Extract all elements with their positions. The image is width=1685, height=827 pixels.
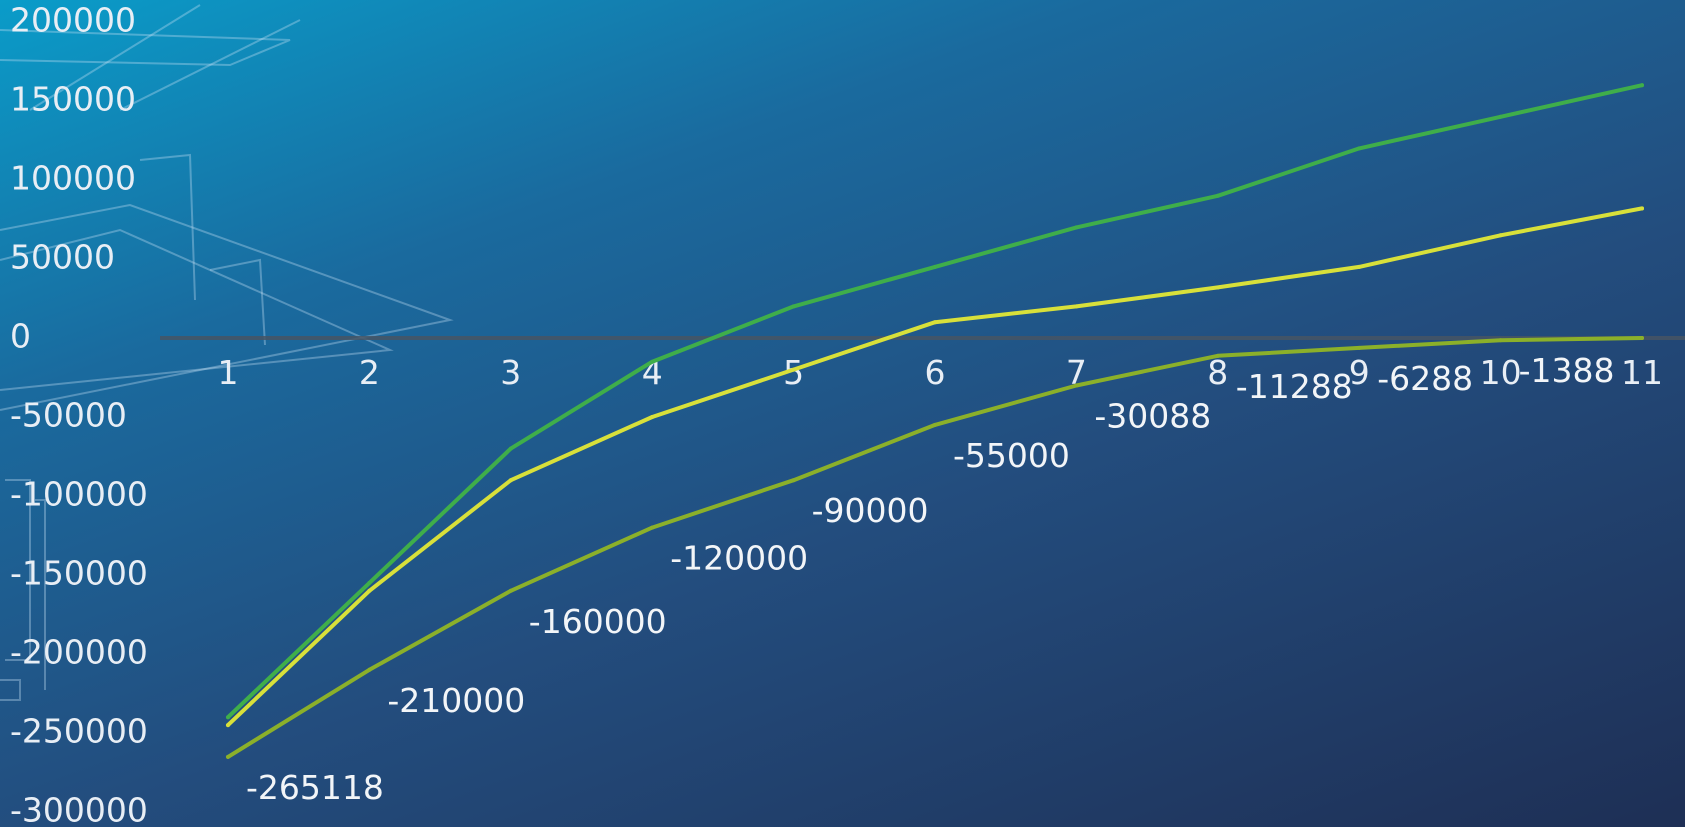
y-tick-label: 0 bbox=[10, 317, 31, 356]
series-1-point bbox=[1215, 193, 1220, 198]
series-3-point bbox=[1215, 353, 1220, 358]
series-2-point bbox=[367, 588, 372, 593]
y-tick-label: -300000 bbox=[10, 791, 148, 827]
x-tick-label: 8 bbox=[1207, 353, 1228, 392]
series-3-point bbox=[1074, 383, 1079, 388]
data-label: -6288 bbox=[1377, 359, 1473, 398]
series-2-point bbox=[1357, 264, 1362, 269]
series-2-point bbox=[650, 415, 655, 419]
background-sketch bbox=[0, 4, 454, 701]
series-1-point bbox=[1498, 114, 1503, 119]
data-label: -11288 bbox=[1236, 367, 1353, 406]
x-tick-label: 11 bbox=[1621, 353, 1663, 392]
y-tick-label: 200000 bbox=[10, 1, 136, 40]
series-line-2 bbox=[226, 206, 1644, 728]
x-tick-label: 1 bbox=[218, 353, 239, 392]
y-tick-label: -200000 bbox=[10, 633, 148, 672]
y-tick-label: 150000 bbox=[10, 80, 136, 119]
x-tick-label: 6 bbox=[925, 353, 946, 392]
x-tick-label: 9 bbox=[1349, 353, 1370, 392]
y-tick-label: 100000 bbox=[10, 159, 136, 198]
series-3-point bbox=[1357, 345, 1362, 350]
x-tick-label: 7 bbox=[1066, 353, 1087, 392]
y-tick-label: -250000 bbox=[10, 712, 148, 751]
series-1-point bbox=[508, 446, 513, 451]
data-labels: -265118 -210000 -160000-120000-90000 -55000… bbox=[246, 351, 1614, 807]
series-3-point bbox=[933, 422, 937, 427]
data-label: -265118 bbox=[246, 768, 384, 807]
series-2-point bbox=[508, 478, 513, 483]
series-3-point bbox=[367, 667, 372, 672]
data-label: -160000 bbox=[529, 602, 667, 641]
series-1-point bbox=[650, 359, 655, 364]
series-3-point bbox=[1498, 338, 1503, 343]
x-tick-label: 2 bbox=[359, 353, 380, 392]
series-1-point bbox=[791, 304, 796, 309]
data-label: -120000 bbox=[670, 539, 808, 578]
series-3-point bbox=[1640, 336, 1644, 340]
data-label: -30088 bbox=[1094, 397, 1211, 436]
y-tick-label: 50000 bbox=[10, 238, 115, 277]
data-label: -1388 bbox=[1519, 351, 1615, 390]
x-tick-label: 5 bbox=[783, 353, 804, 392]
series-3-point bbox=[508, 588, 513, 593]
data-label: -210000 bbox=[387, 681, 525, 720]
series-3-point bbox=[650, 525, 655, 530]
series-2-point bbox=[226, 723, 230, 728]
series-1-point bbox=[367, 580, 372, 585]
series-1-point bbox=[1074, 225, 1079, 230]
y-tick-label: -150000 bbox=[10, 554, 148, 593]
series-1-point bbox=[1640, 83, 1644, 88]
data-label: -90000 bbox=[812, 491, 929, 530]
series-2-point bbox=[1074, 304, 1079, 309]
series-3-point bbox=[791, 478, 796, 483]
data-label: -55000 bbox=[953, 436, 1070, 475]
series-layer bbox=[226, 83, 1644, 759]
series-2-point bbox=[791, 367, 796, 372]
y-tick-label: -100000 bbox=[10, 475, 148, 514]
x-tick-label: 10 bbox=[1480, 353, 1522, 392]
series-2-point bbox=[933, 320, 937, 325]
series-2-point bbox=[1215, 285, 1220, 290]
series-1-point bbox=[933, 264, 937, 269]
series-2-point bbox=[1640, 206, 1644, 211]
series-3-point bbox=[226, 754, 230, 759]
axes: 200000 150000 100000 50000 0 -50000 -100000 -15… bbox=[10, 1, 1685, 827]
y-tick-label: -50000 bbox=[10, 396, 127, 435]
series-2-point bbox=[1498, 233, 1503, 238]
x-tick-label: 3 bbox=[500, 353, 521, 392]
series-line-1 bbox=[226, 83, 1644, 720]
series-1-point bbox=[226, 715, 230, 720]
series-1-point bbox=[1357, 146, 1362, 151]
